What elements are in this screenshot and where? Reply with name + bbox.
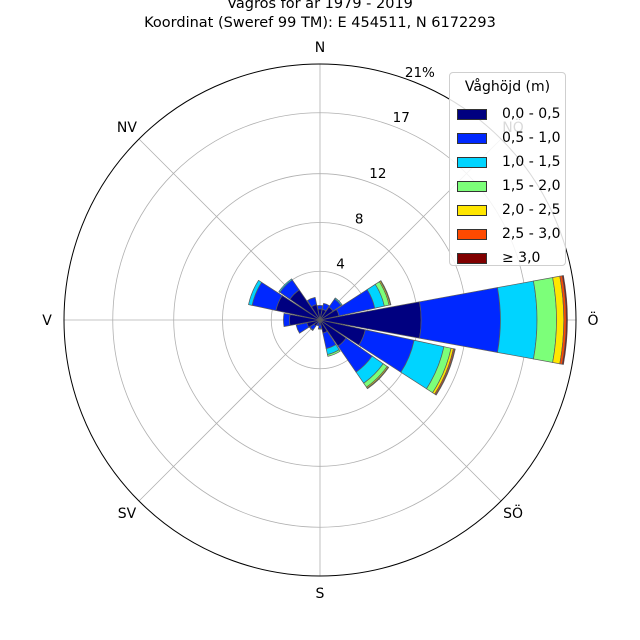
polar-labels: NNÖÖSÖSSVVNV48121721% xyxy=(42,40,598,602)
bar-segment xyxy=(316,305,324,310)
legend-swatch xyxy=(457,156,487,168)
legend-entry: 0,5 - 1,0 xyxy=(457,130,561,146)
bar-segment xyxy=(533,277,557,363)
compass-label: NV xyxy=(117,120,137,136)
compass-label: N xyxy=(315,40,325,56)
chart-title-block: Vågros för år 1979 - 2019 Koordinat (Swe… xyxy=(0,0,640,33)
legend-label: 2,5 - 3,0 xyxy=(502,226,561,242)
bar-segment xyxy=(317,327,323,330)
ring-label: 21% xyxy=(405,65,435,81)
legend-label: 1,0 - 1,5 xyxy=(502,154,561,170)
polar-frame xyxy=(63,63,577,577)
bar-segment xyxy=(379,280,392,306)
legend-label: 0,0 - 0,5 xyxy=(502,106,561,122)
bar-segment xyxy=(308,326,314,332)
compass-label: V xyxy=(42,313,52,329)
legend-label: ≥ 3,0 xyxy=(502,250,541,266)
bar-segment xyxy=(366,366,390,390)
legend-entry: 1,5 - 2,0 xyxy=(457,178,561,194)
ring-label: 8 xyxy=(355,211,364,227)
legend-entry: 0,0 - 0,5 xyxy=(457,106,561,122)
bar-segment xyxy=(295,322,310,334)
bar-segment xyxy=(419,287,501,353)
legend-swatch xyxy=(457,180,487,192)
legend-swatch xyxy=(457,108,487,120)
ring-label: 12 xyxy=(369,166,386,182)
legend-entry: ≥ 3,0 xyxy=(457,250,541,266)
legend: Våghöjd (m) 0,0 - 0,5 0,5 - 1,0 1,0 - 1,5 1… xyxy=(449,72,566,266)
legend-entry: 1,0 - 1,5 xyxy=(457,154,561,170)
legend-label: 2,0 - 2,5 xyxy=(502,202,561,218)
bar-segment xyxy=(435,348,456,396)
windrose-bars xyxy=(248,275,568,396)
compass-label: SÖ xyxy=(503,504,523,522)
compass-label: SV xyxy=(118,506,137,522)
legend-entry: 2,0 - 2,5 xyxy=(457,202,561,218)
compass-label: S xyxy=(316,586,325,602)
chart-subtitle: Koordinat (Sweref 99 TM): E 454511, N 61… xyxy=(144,15,496,31)
legend-swatch xyxy=(457,228,487,240)
legend-swatch xyxy=(457,252,487,264)
legend-entry: 2,5 - 3,0 xyxy=(457,226,561,242)
bar-segment xyxy=(283,313,291,327)
bar-segment xyxy=(248,279,263,306)
grid-spoke xyxy=(138,319,321,502)
compass-label: Ö xyxy=(587,311,598,329)
bar-segment xyxy=(321,302,330,312)
legend-swatch xyxy=(457,132,487,144)
ring-label: 17 xyxy=(393,110,410,126)
bar-segment xyxy=(497,280,538,360)
bar-segment xyxy=(561,275,568,365)
legend-title: Våghöjd (m) xyxy=(464,79,551,95)
legend-swatch xyxy=(457,204,487,216)
legend-label: 0,5 - 1,0 xyxy=(502,130,561,146)
bar-segment xyxy=(306,296,318,308)
bar-segment xyxy=(334,297,343,306)
ring-label: 4 xyxy=(336,256,345,272)
chart-title: Vågros för år 1979 - 2019 xyxy=(227,0,413,12)
bar-segment xyxy=(327,349,341,357)
bar-segment xyxy=(278,278,293,293)
legend-label: 1,5 - 2,0 xyxy=(502,178,561,194)
